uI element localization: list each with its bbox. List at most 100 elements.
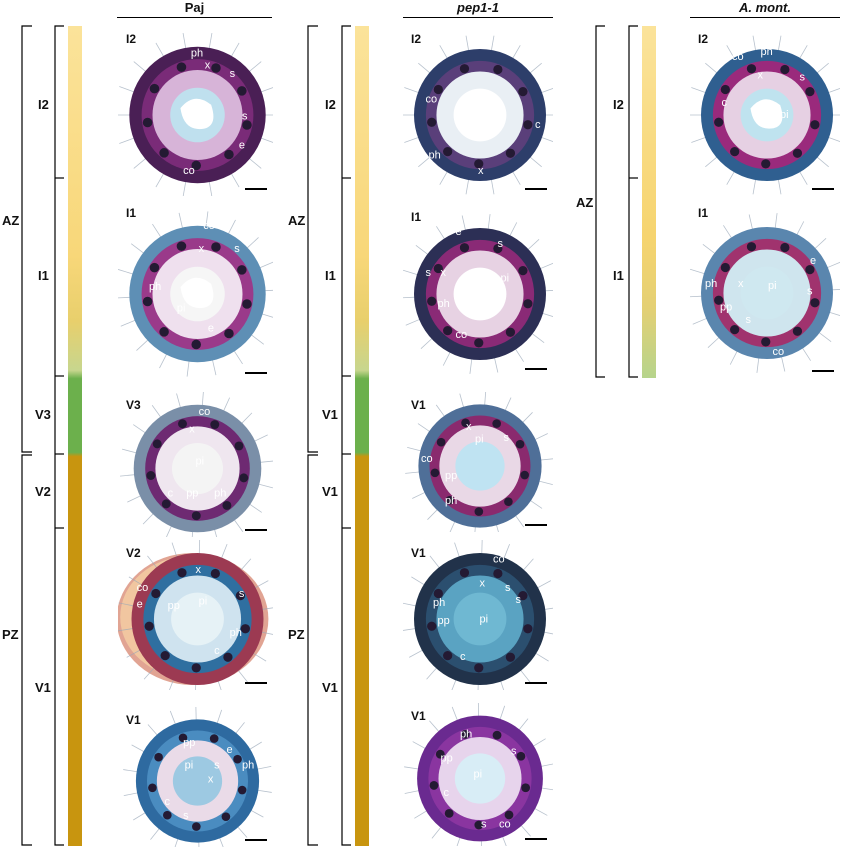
panel-label: V1 [411, 546, 426, 560]
tissue-label: pi [768, 280, 777, 292]
panel-label: I1 [698, 206, 708, 220]
vascular-bundle [747, 242, 756, 251]
tissue-label: c [460, 651, 466, 663]
pith [741, 267, 794, 320]
scale-bar [245, 372, 267, 374]
zone-label-az-paj: AZ [2, 213, 19, 228]
tissue-label: pp [183, 737, 195, 749]
vascular-bundle [192, 663, 201, 672]
colorbar-a-mont [642, 26, 656, 378]
bracket-stage-amont [629, 26, 638, 377]
scale-bar [525, 524, 547, 526]
tissue-label: pp [441, 753, 453, 765]
vascular-bundle [492, 419, 501, 428]
tissue-label: pi [177, 303, 186, 315]
scale-bar [245, 529, 267, 531]
stage-label-pep-v1a: V1 [322, 407, 338, 422]
tissue-label: pi [185, 760, 194, 772]
vascular-bundle [159, 327, 169, 337]
tissue-label: pp [720, 301, 732, 313]
zone-label-pz-pep: PZ [288, 627, 305, 642]
tissue-label: pi [481, 111, 490, 123]
panel-label: I2 [126, 32, 136, 46]
vascular-bundle [148, 783, 157, 792]
tissue-label: s [807, 285, 813, 297]
tissue-label: ph [445, 495, 457, 507]
vascular-bundle [805, 87, 814, 96]
vascular-bundle [192, 511, 201, 520]
tissue-label: pp [186, 487, 198, 499]
tissue-label: s [183, 810, 189, 822]
tissue-label: s [242, 111, 248, 123]
bracket-stage-pep [342, 26, 351, 845]
tissue-label: co [493, 554, 505, 566]
vascular-bundle [177, 568, 186, 577]
vascular-bundle [521, 783, 530, 792]
scale-bar [245, 188, 267, 190]
tissue-label: x [466, 421, 472, 433]
tissue-label: x [196, 564, 202, 576]
vascular-bundle [506, 653, 515, 662]
tissue-label: co [183, 165, 195, 177]
panel-label: V1 [126, 713, 141, 727]
panel-label: V3 [126, 398, 141, 412]
vascular-bundle [210, 734, 219, 743]
tissue-label: s [498, 238, 504, 250]
vascular-bundle [431, 468, 440, 477]
tissue-label: s [230, 68, 236, 80]
pith [172, 443, 223, 494]
vascular-bundle [241, 624, 250, 633]
tissue-label: ph [429, 150, 441, 162]
vascular-bundle [810, 120, 819, 129]
tissue-label: s [746, 314, 752, 326]
tissue-label: x [758, 70, 764, 82]
vascular-bundle [151, 589, 160, 598]
tissue-label: co [456, 329, 468, 341]
stage-label-paj-v2: V2 [35, 484, 51, 499]
vascular-bundle [443, 147, 452, 156]
vascular-bundle [427, 118, 436, 127]
tissue-label: x [205, 60, 211, 72]
panel-label: I1 [411, 210, 421, 224]
tissue-label: x [199, 243, 205, 255]
tissue-label: e [810, 255, 816, 267]
zone-label-az-amont: AZ [576, 195, 593, 210]
vascular-bundle [153, 439, 162, 448]
stage-label-paj-v1: V1 [35, 680, 51, 695]
panel-label: V2 [126, 546, 141, 560]
vascular-bundle [761, 159, 770, 168]
tissue-label: ph [761, 46, 773, 58]
stage-label-amont-i1: I1 [613, 268, 624, 283]
vascular-bundle [445, 809, 454, 818]
vascular-bundle [222, 812, 231, 821]
tissue-label: s [239, 588, 245, 600]
tissue-label: ph [438, 298, 450, 310]
vascular-bundle [437, 438, 446, 447]
vascular-bundle [430, 781, 439, 790]
tissue-label: x [441, 267, 447, 279]
vascular-bundle [239, 473, 248, 482]
tissue-label: ph [214, 487, 226, 499]
bracket-pz-paj [22, 455, 32, 845]
vascular-bundle [730, 147, 739, 156]
vascular-bundle [518, 87, 527, 96]
tissue-label: pi [480, 614, 489, 626]
colorbar-paj [68, 26, 82, 846]
tissue-label: c [214, 645, 220, 657]
vascular-bundle [150, 263, 160, 273]
bracket-stage-paj [55, 26, 64, 845]
vascular-bundle [233, 755, 242, 764]
tissue-label: pi [199, 596, 208, 608]
vascular-bundle [721, 85, 730, 94]
scale-bar [525, 838, 547, 840]
vascular-bundle [520, 471, 529, 480]
vascular-bundle [730, 325, 739, 334]
vascular-bundle [159, 148, 169, 158]
